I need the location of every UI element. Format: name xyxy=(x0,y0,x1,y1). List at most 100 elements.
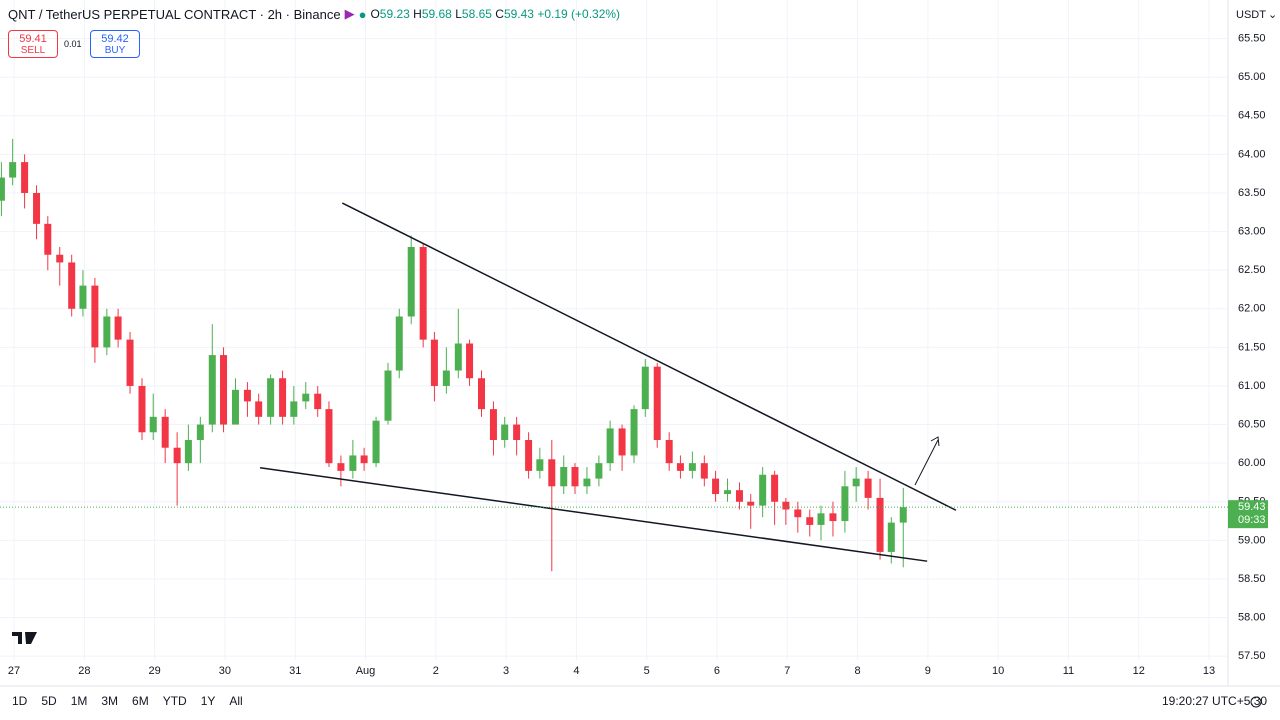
candle-body xyxy=(665,440,673,464)
candle-body xyxy=(653,366,661,440)
candle-body xyxy=(618,428,626,456)
x-tick-label: 4 xyxy=(573,665,579,677)
candle-body xyxy=(442,370,450,386)
candle-body xyxy=(782,501,790,510)
candle-body xyxy=(548,459,556,487)
candle-body xyxy=(771,474,779,502)
candle-body xyxy=(114,316,122,340)
x-tick-label: 31 xyxy=(289,665,301,677)
y-tick-label: 63.50 xyxy=(1238,187,1266,199)
header: QNT / TetherUS PERPETUAL CONTRACT · 2h ·… xyxy=(8,6,620,22)
y-tick-label: 57.50 xyxy=(1238,650,1266,662)
candle-body xyxy=(852,478,860,487)
x-tick-label: 12 xyxy=(1133,665,1145,677)
flag: ▶ xyxy=(344,6,355,21)
candle-body xyxy=(9,162,17,178)
sell-button[interactable]: 59.41 SELL xyxy=(8,30,58,58)
range-button[interactable]: YTD xyxy=(162,694,187,708)
candle-body xyxy=(712,478,720,495)
candle-body xyxy=(606,428,614,464)
spread: 0.01 xyxy=(64,39,82,49)
h-label: H xyxy=(413,7,422,21)
candle-body xyxy=(302,393,310,402)
candle-body xyxy=(161,416,169,448)
candle-body xyxy=(735,490,743,502)
sell-price: 59.41 xyxy=(19,33,47,45)
range-button[interactable]: All xyxy=(229,694,243,708)
x-tick-label: 11 xyxy=(1063,665,1074,677)
candle-body xyxy=(220,355,228,425)
x-tick-label: Aug xyxy=(356,665,376,677)
range-bar: 1D 5D 1M 3M 6M YTD 1Y All xyxy=(12,694,243,708)
candle-body xyxy=(806,517,814,525)
candle-body xyxy=(91,285,99,348)
candle-body xyxy=(571,467,579,487)
candle-body xyxy=(641,366,649,410)
y-tick-label: 65.00 xyxy=(1238,71,1266,83)
x-tick-label: 10 xyxy=(992,665,1004,677)
y-tick-label: 64.00 xyxy=(1238,148,1266,160)
candle-body xyxy=(513,424,521,440)
candle-body xyxy=(243,389,251,402)
candle-body xyxy=(231,389,239,425)
sell-label: SELL xyxy=(20,45,46,56)
candle-body xyxy=(138,385,146,433)
candle-body xyxy=(688,463,696,471)
o-label: O xyxy=(370,7,380,21)
candle-body xyxy=(79,285,87,309)
symbol[interactable]: QNT / TetherUS PERPETUAL CONTRACT · 2h ·… xyxy=(8,6,341,22)
price-tag xyxy=(1228,500,1268,529)
candle-body xyxy=(525,440,533,471)
candle-body xyxy=(454,343,462,371)
high: 59.68 xyxy=(421,7,452,21)
countdown: 09:33 xyxy=(1238,514,1266,526)
buy-price: 59.42 xyxy=(101,33,129,45)
currency-caret: ⌄ xyxy=(1268,9,1277,21)
buy-label: BUY xyxy=(104,45,126,56)
candle-body xyxy=(267,378,275,417)
clock: 19:20:27 UTC+5:30 xyxy=(1162,694,1268,708)
settings[interactable] xyxy=(1250,696,1262,708)
candle-body xyxy=(279,378,287,417)
candle-body xyxy=(829,513,837,522)
candle-body xyxy=(196,424,204,440)
candle-body xyxy=(536,459,544,471)
currency[interactable]: USDT xyxy=(1236,9,1266,21)
range-button[interactable]: 3M xyxy=(101,694,119,708)
range-button[interactable]: 6M xyxy=(132,694,149,708)
candle-body xyxy=(489,409,497,440)
candle-body xyxy=(21,162,29,193)
trendline xyxy=(341,202,957,511)
candle-body xyxy=(56,254,64,263)
buy-button[interactable]: 59.42 BUY xyxy=(90,30,140,58)
candle-body xyxy=(466,343,474,379)
range-button[interactable]: 5D xyxy=(41,694,57,708)
range-button[interactable]: 1M xyxy=(70,694,88,708)
candle-body xyxy=(337,463,345,471)
candle-body xyxy=(876,497,884,552)
candle-body xyxy=(583,478,591,487)
candle-body xyxy=(899,507,907,523)
candle-body xyxy=(676,463,684,471)
candle-body xyxy=(314,393,322,410)
candle-body xyxy=(864,478,872,498)
range-button[interactable]: 1D xyxy=(12,694,28,708)
candle-body xyxy=(747,501,755,506)
range-button[interactable]: 1Y xyxy=(200,694,216,708)
candle-body xyxy=(290,401,298,417)
x-tick-label: 28 xyxy=(78,665,90,677)
candle-body xyxy=(325,409,333,464)
candle-body xyxy=(841,486,849,522)
low: 58.65 xyxy=(461,7,492,21)
y-tick-label: 62.50 xyxy=(1238,264,1266,276)
candle-body xyxy=(126,339,134,386)
candle-body xyxy=(430,339,438,386)
open: 59.23 xyxy=(379,7,410,21)
candle-body xyxy=(173,447,181,464)
candle-body xyxy=(407,247,415,317)
arrow xyxy=(914,436,940,486)
candle-body xyxy=(794,509,802,518)
candle-body xyxy=(68,262,76,309)
x-tick-label: 27 xyxy=(8,665,20,677)
x-tick-label: 3 xyxy=(503,665,509,677)
